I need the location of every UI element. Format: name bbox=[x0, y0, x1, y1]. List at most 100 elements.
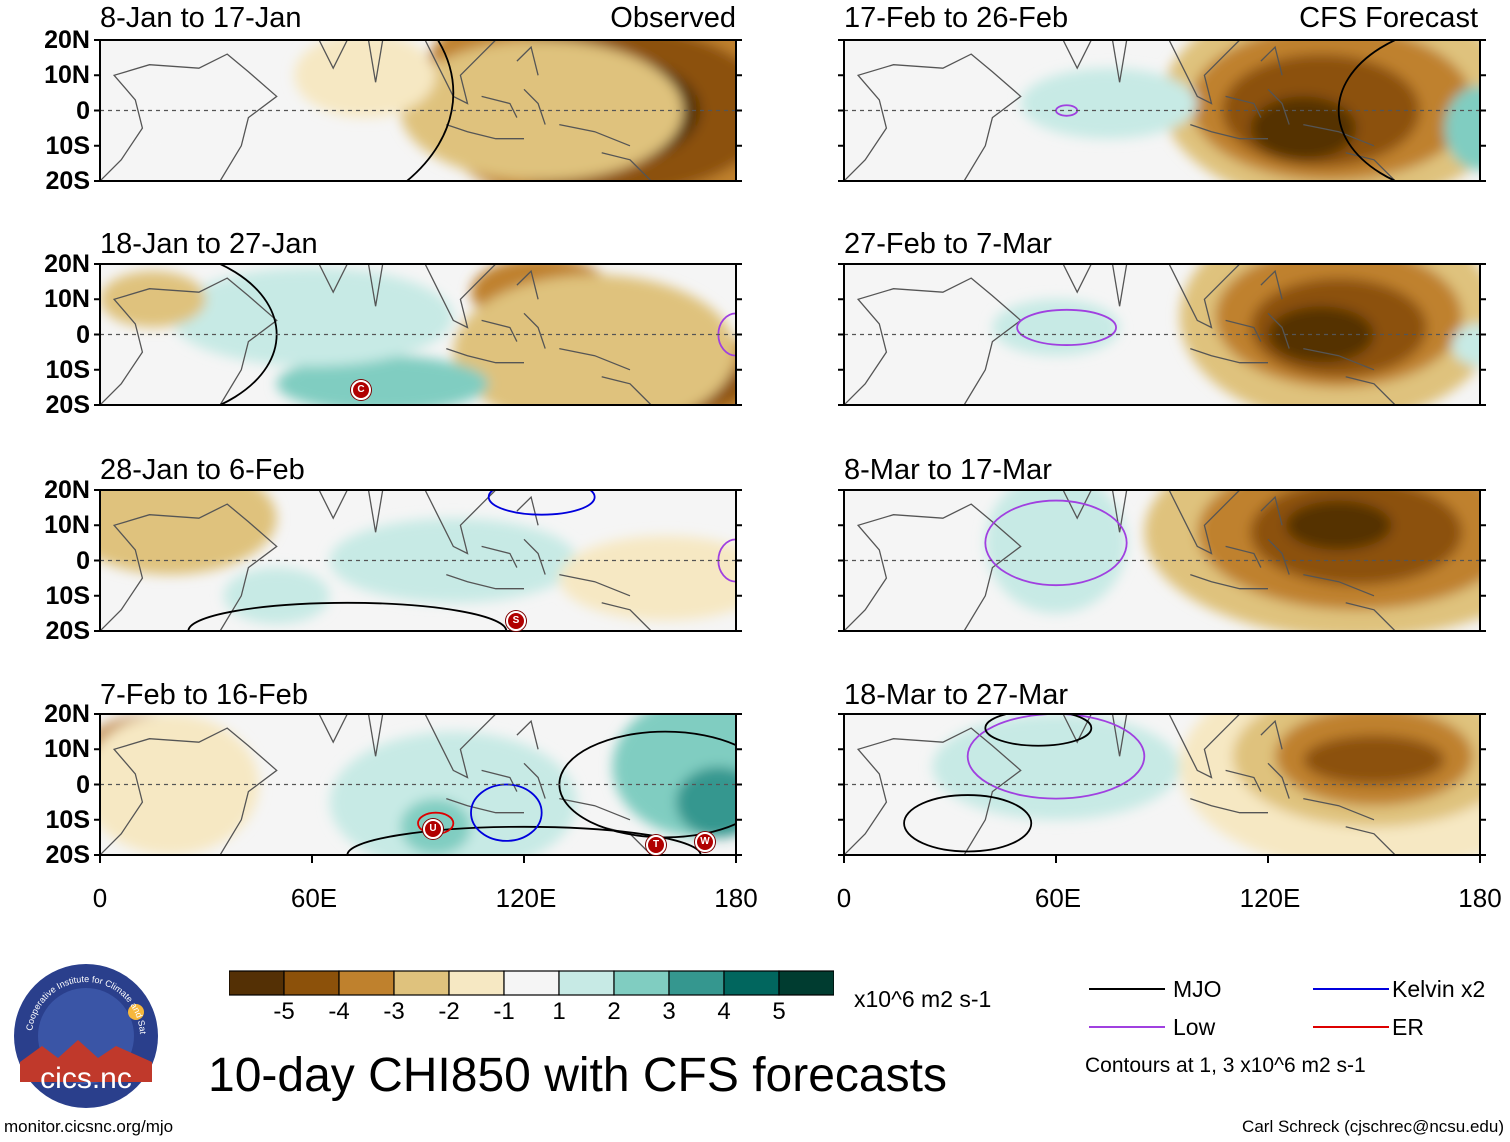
wave-contour bbox=[966, 714, 1146, 800]
coastline bbox=[100, 264, 652, 405]
storm-marker-w: W bbox=[695, 832, 715, 852]
observed-period-title-3: 28-Jan to 6-Feb bbox=[100, 454, 305, 486]
anomaly-region bbox=[100, 490, 277, 575]
lat-label-1-0: 20N bbox=[44, 250, 90, 278]
lat-label-0-0: 20N bbox=[44, 26, 90, 54]
colorbar-label-6: 2 bbox=[607, 998, 621, 1025]
lat-label-1-1: 10N bbox=[44, 285, 90, 314]
lon-label-120e-left: 120E bbox=[495, 883, 557, 913]
storm-marker-c: C bbox=[351, 380, 371, 400]
map-panel-o3 bbox=[94, 713, 742, 863]
forecast-period-title-4: 18-Mar to 27-Mar bbox=[844, 679, 1069, 711]
anomaly-region bbox=[1451, 323, 1480, 367]
colorbar-box-1 bbox=[283, 970, 340, 996]
wave-contour bbox=[903, 794, 1033, 853]
colorbar-label-1: -4 bbox=[328, 998, 350, 1025]
storm-marker-u: U bbox=[423, 819, 443, 839]
map-panel-o1 bbox=[94, 263, 742, 406]
wave-contour bbox=[1016, 308, 1117, 346]
lat-label-1-4: 20S bbox=[45, 391, 90, 419]
map-panel-o2 bbox=[94, 489, 742, 632]
colorbar-units: x10^6 m2 s-1 bbox=[854, 986, 992, 1012]
anomaly-region bbox=[1250, 96, 1357, 160]
colorbar-box-10 bbox=[778, 970, 834, 996]
lat-label-2-2: 0 bbox=[76, 546, 90, 575]
anomaly-region bbox=[1285, 500, 1392, 550]
anomaly-region bbox=[100, 714, 259, 855]
colorbar-box-0 bbox=[229, 970, 285, 996]
legend-label-low: Low bbox=[1173, 1014, 1216, 1040]
lon-label-180-left: 180 bbox=[714, 883, 758, 913]
anomaly-region bbox=[675, 766, 736, 838]
storm-marker-t: T bbox=[646, 835, 666, 855]
wave-contour bbox=[487, 490, 596, 516]
lat-label-0-4: 20S bbox=[45, 167, 90, 195]
legend-contour-note: Contours at 1, 3 x10^6 m2 s-1 bbox=[1085, 1054, 1366, 1077]
anomaly-region bbox=[294, 40, 436, 118]
observed-tag: Observed bbox=[610, 2, 736, 34]
coastline bbox=[100, 714, 652, 855]
footer-url: monitor.cicsnc.org/mjo bbox=[4, 1117, 174, 1136]
anomaly-region bbox=[985, 490, 1127, 614]
coastline bbox=[100, 490, 652, 631]
anomaly-region bbox=[1020, 68, 1198, 139]
coastline bbox=[100, 40, 652, 181]
lat-label-0-1: 10N bbox=[44, 61, 90, 90]
anomaly-region bbox=[1444, 85, 1480, 171]
lon-label-0-right: 0 bbox=[836, 883, 852, 913]
wave-contour bbox=[984, 714, 1093, 747]
wave-contour bbox=[470, 783, 543, 842]
forecast-period-title-1: 17-Feb to 26-Feb bbox=[844, 2, 1069, 34]
observed-period-title-1: 8-Jan to 17-Jan bbox=[100, 2, 302, 34]
colorbar-label-5: 1 bbox=[552, 998, 566, 1025]
lat-label-3-3: 10S bbox=[45, 805, 90, 834]
coastline bbox=[844, 40, 1396, 181]
lat-label-3-4: 20S bbox=[45, 841, 90, 869]
map-panel-o0 bbox=[94, 39, 742, 182]
colorbar-label-8: 4 bbox=[717, 998, 731, 1025]
colorbar-box-4 bbox=[448, 970, 505, 996]
forecast-period-title-3: 8-Mar to 17-Mar bbox=[844, 454, 1052, 486]
anomaly-region bbox=[100, 128, 242, 181]
coastline bbox=[844, 264, 1396, 405]
legend-label-mjo: MJO bbox=[1173, 976, 1222, 1002]
colorbar-label-4: -1 bbox=[493, 998, 515, 1025]
legend-label-er: ER bbox=[1392, 1014, 1424, 1040]
wave-contour bbox=[346, 825, 702, 855]
lon-label-0-left: 0 bbox=[92, 883, 108, 913]
lat-label-0-3: 10S bbox=[45, 131, 90, 160]
legend-lines bbox=[1089, 988, 1389, 1028]
wave-contour bbox=[405, 40, 455, 181]
lat-label-2-4: 20S bbox=[45, 617, 90, 645]
coastline bbox=[844, 714, 1396, 855]
colorbar-box-9 bbox=[723, 970, 780, 996]
lat-label-1-3: 10S bbox=[45, 355, 90, 384]
legend-label-kelvin: Kelvin x2 bbox=[1392, 976, 1486, 1002]
anomaly-region bbox=[223, 567, 330, 624]
anomaly-region bbox=[932, 714, 1180, 820]
lat-label-3-2: 0 bbox=[76, 770, 90, 799]
colorbar-box-2 bbox=[338, 970, 395, 996]
footer-credit: Carl Schreck (cjschrec@ncsu.edu) bbox=[1242, 1117, 1504, 1136]
map-panel-f0 bbox=[838, 39, 1486, 182]
colorbar-box-6 bbox=[558, 970, 615, 996]
lon-label-120e-right: 120E bbox=[1239, 883, 1301, 913]
storm-marker-s: S bbox=[506, 611, 526, 631]
colorbar-label-0: -5 bbox=[273, 998, 295, 1025]
forecast-tag: CFS Forecast bbox=[1299, 2, 1478, 34]
lat-label-2-0: 20N bbox=[44, 476, 90, 504]
lat-label-1-2: 0 bbox=[76, 320, 90, 349]
colorbar-box-7 bbox=[613, 970, 670, 996]
colorbar-label-3: -2 bbox=[438, 998, 460, 1025]
map-panel-f3 bbox=[838, 713, 1486, 863]
coastline bbox=[844, 490, 1396, 631]
observed-period-title-4: 7-Feb to 16-Feb bbox=[100, 679, 308, 711]
anomaly-region bbox=[1268, 306, 1374, 363]
logo-sun-icon bbox=[128, 1004, 144, 1020]
figure-title: 10-day CHI850 with CFS forecasts bbox=[208, 1049, 947, 1102]
lat-label-0-2: 0 bbox=[76, 96, 90, 125]
logo-text: cics.nc bbox=[40, 1062, 132, 1095]
anomaly-region bbox=[1303, 735, 1445, 785]
lon-label-60e-right: 60E bbox=[1034, 883, 1082, 913]
